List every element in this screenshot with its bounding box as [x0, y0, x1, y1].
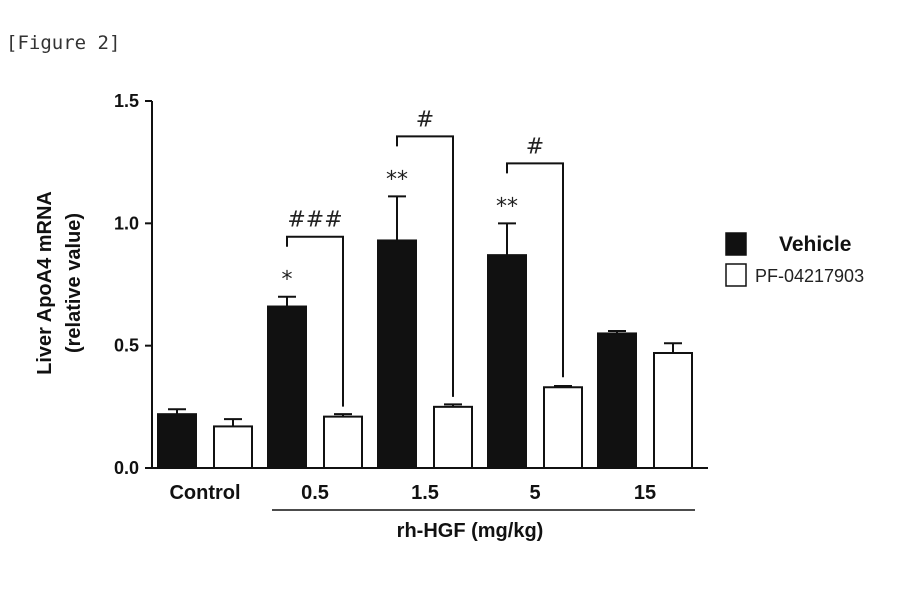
bar [488, 255, 526, 468]
bar [598, 333, 636, 468]
x-category-label: 15 [634, 482, 656, 504]
significance-asterisk: ** [496, 194, 518, 219]
x-category-label: 1.5 [411, 482, 439, 504]
y-tick-label: 0.5 [114, 336, 139, 356]
bar [268, 307, 306, 468]
legend-label-pf04217903: PF-04217903 [755, 266, 864, 286]
bar [214, 426, 252, 468]
comparison-label: ### [287, 208, 342, 233]
x-category-label: 5 [529, 482, 540, 504]
y-tick-label: 1.5 [114, 91, 139, 111]
y-tick-label: 1.0 [114, 213, 139, 233]
legend-swatch-pf04217903 [726, 264, 746, 286]
bar [324, 417, 362, 468]
significance-asterisk: ** [386, 167, 408, 192]
x-category-label: 0.5 [301, 482, 329, 504]
bar [434, 407, 472, 468]
y-axis-title-line2: (relative value) [63, 213, 85, 353]
x-axis-title: rh-HGF (mg/kg) [397, 520, 544, 542]
bar [654, 353, 692, 468]
legend-label-vehicle: Vehicle [779, 233, 851, 256]
bar [158, 414, 196, 468]
comparison-label: # [416, 107, 434, 132]
comparison-label: # [526, 134, 544, 159]
legend-swatch-vehicle [726, 233, 746, 255]
x-category-label: Control [169, 482, 240, 504]
bar [378, 240, 416, 468]
bar [544, 387, 582, 468]
y-tick-label: 0.0 [114, 458, 139, 478]
y-axis-title-line1: Liver ApoA4 mRNA [34, 191, 56, 375]
significance-asterisk: * [282, 268, 293, 293]
